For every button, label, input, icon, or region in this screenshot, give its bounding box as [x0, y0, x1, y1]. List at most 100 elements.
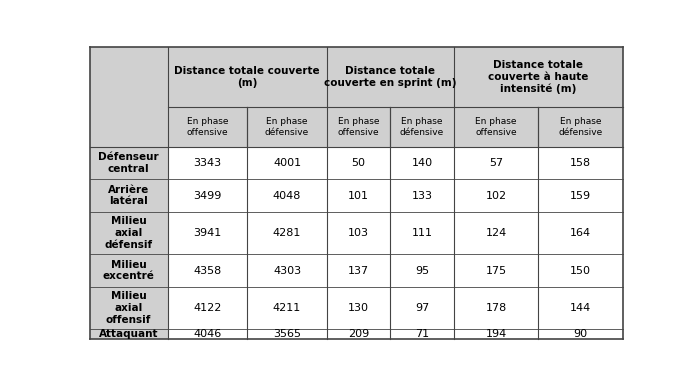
Text: 111: 111: [411, 228, 432, 238]
Text: En phase
défensive: En phase défensive: [559, 117, 603, 136]
Text: 103: 103: [348, 228, 369, 238]
Bar: [327, 287, 391, 329]
Text: 150: 150: [570, 265, 591, 275]
Bar: [327, 147, 391, 179]
Text: En phase
défensive: En phase défensive: [400, 117, 444, 136]
Bar: [391, 287, 454, 329]
Text: Milieu
axial
offensif: Milieu axial offensif: [106, 291, 152, 325]
Text: Distance totale couverte
(m): Distance totale couverte (m): [174, 66, 320, 88]
Text: En phase
offensive: En phase offensive: [338, 117, 379, 136]
Bar: [391, 147, 454, 179]
Text: 4211: 4211: [273, 303, 301, 313]
Bar: [454, 212, 539, 254]
Bar: [90, 147, 167, 179]
Text: 130: 130: [348, 303, 369, 313]
Bar: [90, 329, 167, 338]
Bar: [167, 287, 247, 329]
Bar: [247, 107, 327, 147]
Text: 57: 57: [489, 158, 503, 168]
Bar: [454, 287, 539, 329]
Text: Arrière
latéral: Arrière latéral: [108, 185, 149, 206]
Text: 4358: 4358: [193, 265, 222, 275]
Text: Milieu
axial
défensif: Milieu axial défensif: [104, 217, 153, 249]
Bar: [539, 287, 623, 329]
Text: 3941: 3941: [193, 228, 222, 238]
Bar: [539, 179, 623, 212]
Text: 90: 90: [573, 329, 588, 339]
Bar: [167, 147, 247, 179]
Text: 71: 71: [415, 329, 430, 339]
Bar: [454, 179, 539, 212]
Text: En phase
offensive: En phase offensive: [475, 117, 517, 136]
Text: 50: 50: [352, 158, 366, 168]
Text: Distance totale
couverte à haute
intensité (m): Distance totale couverte à haute intensi…: [488, 60, 589, 94]
Bar: [454, 47, 623, 107]
Text: 102: 102: [486, 191, 507, 201]
Bar: [391, 212, 454, 254]
Text: 175: 175: [486, 265, 507, 275]
Bar: [167, 47, 327, 107]
Bar: [391, 329, 454, 338]
Bar: [539, 107, 623, 147]
Text: 4046: 4046: [193, 329, 222, 339]
Bar: [454, 254, 539, 287]
Bar: [167, 254, 247, 287]
Text: 178: 178: [486, 303, 507, 313]
Text: 159: 159: [570, 191, 591, 201]
Text: 3343: 3343: [193, 158, 222, 168]
Bar: [90, 254, 167, 287]
Text: 164: 164: [570, 228, 591, 238]
Text: 4303: 4303: [273, 265, 301, 275]
Text: 4048: 4048: [273, 191, 301, 201]
Bar: [90, 179, 167, 212]
Text: Distance totale
couverte en sprint (m): Distance totale couverte en sprint (m): [324, 66, 457, 88]
Text: 3499: 3499: [193, 191, 222, 201]
Bar: [327, 254, 391, 287]
Bar: [167, 212, 247, 254]
Bar: [454, 329, 539, 338]
Text: 101: 101: [348, 191, 369, 201]
Bar: [247, 329, 327, 338]
Text: 158: 158: [570, 158, 591, 168]
Bar: [539, 147, 623, 179]
Bar: [327, 179, 391, 212]
Bar: [327, 47, 454, 107]
Bar: [539, 212, 623, 254]
Text: 95: 95: [415, 265, 430, 275]
Bar: [327, 329, 391, 338]
Text: 144: 144: [570, 303, 591, 313]
Bar: [90, 287, 167, 329]
Text: En phase
offensive: En phase offensive: [186, 117, 228, 136]
Bar: [391, 107, 454, 147]
Bar: [167, 179, 247, 212]
Bar: [167, 329, 247, 338]
Text: 3565: 3565: [273, 329, 301, 339]
Text: 137: 137: [348, 265, 369, 275]
Text: Défenseur
central: Défenseur central: [98, 152, 159, 174]
Bar: [327, 212, 391, 254]
Bar: [391, 179, 454, 212]
Bar: [167, 107, 247, 147]
Bar: [454, 147, 539, 179]
Bar: [391, 254, 454, 287]
Text: En phase
défensive: En phase défensive: [265, 117, 309, 136]
Text: 209: 209: [348, 329, 369, 339]
Bar: [247, 212, 327, 254]
Text: 97: 97: [415, 303, 430, 313]
Bar: [327, 107, 391, 147]
Text: 4281: 4281: [273, 228, 301, 238]
Bar: [454, 107, 539, 147]
Bar: [90, 212, 167, 254]
Text: 194: 194: [486, 329, 507, 339]
Text: 133: 133: [411, 191, 432, 201]
Text: Milieu
excentré: Milieu excentré: [103, 260, 154, 281]
Bar: [247, 287, 327, 329]
Text: 4001: 4001: [273, 158, 301, 168]
Bar: [90, 47, 167, 147]
Bar: [247, 254, 327, 287]
Text: 4122: 4122: [193, 303, 222, 313]
Text: 124: 124: [486, 228, 507, 238]
Bar: [539, 254, 623, 287]
Bar: [247, 179, 327, 212]
Text: Attaquant: Attaquant: [99, 329, 158, 339]
